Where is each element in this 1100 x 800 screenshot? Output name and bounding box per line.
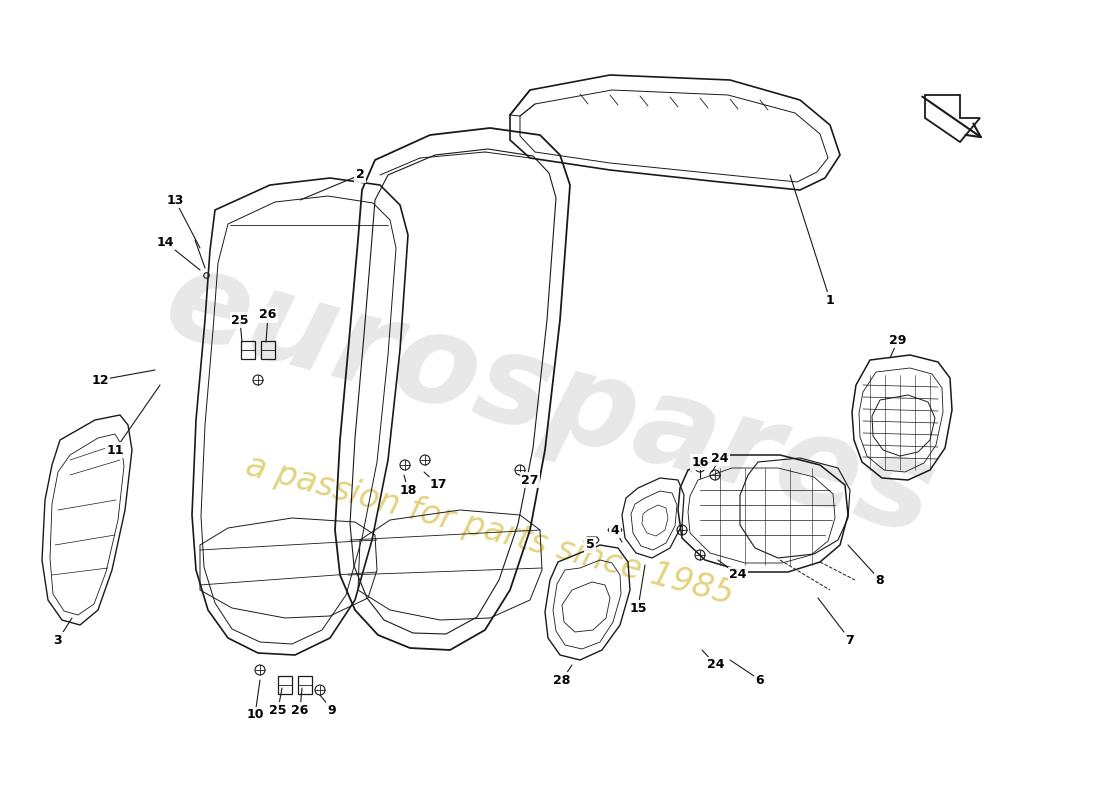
Bar	[298, 676, 312, 694]
Text: eurospares: eurospares	[153, 239, 947, 561]
Text: 1: 1	[826, 294, 835, 306]
Bar	[278, 676, 292, 694]
Text: 15: 15	[629, 602, 647, 614]
Text: 3: 3	[54, 634, 63, 646]
Bar	[261, 341, 275, 359]
Text: 10: 10	[246, 709, 264, 722]
Text: 26: 26	[260, 309, 277, 322]
Text: 28: 28	[553, 674, 571, 686]
Text: 27: 27	[521, 474, 539, 486]
Text: 26: 26	[292, 703, 309, 717]
Text: 9: 9	[328, 703, 337, 717]
Text: 24: 24	[707, 658, 725, 671]
Text: 12: 12	[91, 374, 109, 386]
Text: 13: 13	[166, 194, 184, 206]
Text: 25: 25	[270, 703, 287, 717]
Text: a passion for parts since 1985: a passion for parts since 1985	[242, 449, 738, 611]
Text: 8: 8	[876, 574, 884, 586]
Text: 18: 18	[399, 483, 417, 497]
Text: 2: 2	[355, 169, 364, 182]
Text: 11: 11	[107, 443, 123, 457]
Text: 17: 17	[429, 478, 447, 491]
Text: 6: 6	[756, 674, 764, 686]
Text: 24: 24	[712, 451, 728, 465]
Text: 25: 25	[231, 314, 249, 326]
Text: 5: 5	[585, 538, 594, 551]
Text: 24: 24	[729, 569, 747, 582]
Text: 4: 4	[610, 523, 619, 537]
Bar	[241, 341, 255, 359]
Text: 29: 29	[889, 334, 906, 346]
Text: 7: 7	[846, 634, 855, 646]
Text: 16: 16	[691, 455, 708, 469]
Text: 14: 14	[156, 235, 174, 249]
